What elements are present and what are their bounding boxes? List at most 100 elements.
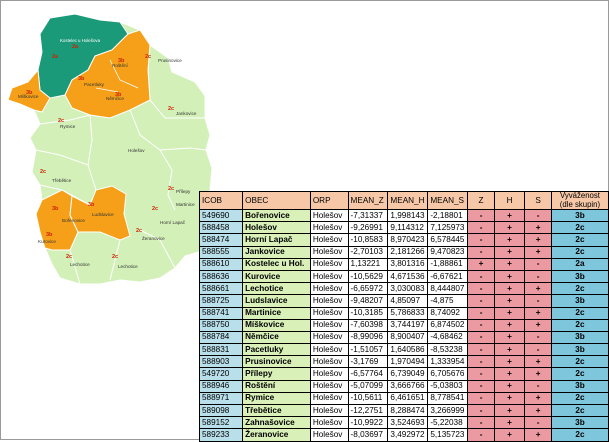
table-cell: 588971 — [198, 391, 244, 406]
table-cell: + — [493, 416, 526, 430]
table-cell: 588750 — [198, 318, 244, 332]
table-cell: 589152 — [198, 416, 244, 430]
table-cell: 2c — [550, 428, 609, 442]
table-cell: + — [524, 318, 552, 332]
table-cell: + — [493, 269, 526, 284]
table-cell: 1,13221 — [347, 257, 389, 271]
map-code: 2c — [58, 118, 64, 124]
table-cell: - — [467, 428, 495, 442]
table-cell: Kurovice — [242, 269, 311, 284]
table-cell: 2a — [550, 257, 609, 271]
map-code: 3b — [52, 206, 59, 212]
table-cell: - — [524, 416, 552, 430]
table-cell: + — [524, 306, 552, 320]
table-cell: 2c — [550, 355, 609, 369]
table-cell: -10,5629 — [347, 269, 389, 284]
table-cell: 2c — [550, 282, 609, 296]
table-cell: -5,22038 — [427, 416, 469, 430]
table-row: 588946 Roštění Holešov -5,07099 3,666766 -5,0… — [198, 379, 609, 393]
table-row: 588474 Horní Lapač Holešov -10,8583 8,970423… — [198, 233, 609, 247]
table-cell: - — [467, 330, 495, 345]
table-cell: Jankovice — [242, 245, 311, 259]
map-label: Ludslavice — [92, 212, 114, 217]
table-cell: -7,31337 — [347, 208, 389, 223]
table-cell: 588610 — [198, 257, 244, 271]
table-cell: Žeranovice — [242, 428, 311, 442]
table-cell: -3,1769 — [347, 355, 389, 369]
table-cell: 588555 — [198, 245, 244, 259]
table-cell: 3b — [550, 379, 609, 393]
table-cell: -2,18801 — [427, 208, 469, 223]
table-cell: Holešov — [309, 391, 349, 406]
column-header: Vyváženost (dle skupin) — [550, 191, 609, 210]
table-cell: - — [524, 379, 552, 393]
table-cell: 5,786833 — [387, 306, 429, 320]
table-cell: + — [493, 282, 526, 296]
table-cell: + — [524, 221, 552, 235]
map-label: Martinice — [176, 202, 195, 207]
table-cell: -10,9922 — [347, 416, 389, 430]
table-cell: + — [493, 294, 526, 308]
table-cell: 2c — [550, 306, 609, 320]
table-cell: 589233 — [198, 428, 244, 442]
table-cell: -10,8583 — [347, 233, 389, 247]
table-cell: -5,07099 — [347, 379, 389, 393]
map-code: 2c — [136, 228, 142, 234]
table-cell: -10,3185 — [347, 306, 389, 320]
table-cell: Holešov — [309, 403, 349, 418]
table-cell: 3b — [550, 269, 609, 284]
table-cell: 588741 — [198, 306, 244, 320]
table-cell: Holešov — [309, 379, 349, 393]
table-cell: + — [493, 367, 526, 381]
table-cell: - — [467, 245, 495, 259]
table-cell: - — [524, 343, 552, 357]
table-row: 588741 Martinice Holešov -10,3185 5,786833 8,… — [198, 306, 609, 320]
table-cell: 1,640586 — [387, 343, 429, 357]
table-cell: + — [493, 403, 526, 418]
table-row: 588458 Holešov Holešov -9,26991 9,114312 7,12… — [198, 221, 609, 235]
table-cell: - — [467, 221, 495, 235]
table-cell: Holešov — [309, 343, 349, 357]
table-cell: Martinice — [242, 306, 311, 320]
table-cell: -6,57764 — [347, 367, 389, 381]
table-cell: Němčice — [242, 330, 311, 345]
table-row: 588661 Lechotice Holešov -6,65972 3,030083 8,… — [198, 282, 609, 296]
table-cell: 8,288474 — [387, 403, 429, 418]
map-label: Žeranovice — [142, 234, 165, 241]
table-cell: 3,666766 — [387, 379, 429, 393]
table-cell: -1,51057 — [347, 343, 389, 357]
column-header: MEAN_Z — [347, 191, 389, 210]
table-cell: - — [467, 416, 495, 430]
table-cell: Přílepy — [242, 367, 311, 381]
map-label: Jankovice — [176, 111, 197, 116]
table-cell: -2,70103 — [347, 245, 389, 259]
map-label: Kurovice — [38, 239, 56, 244]
table-cell: 2c — [550, 318, 609, 332]
table-cell: - — [524, 269, 552, 284]
table-cell: Lechotice — [242, 282, 311, 296]
table-row: 588610 Kostelec u Hol. Holešov 1,13221 3,801… — [198, 257, 609, 271]
table-cell: Holešov — [309, 330, 349, 345]
table-cell: 3b — [550, 208, 609, 223]
table-cell: + — [467, 257, 495, 271]
table-cell: -4,875 — [427, 294, 469, 308]
table-row: 549720 Přílepy Holešov -6,57764 6,739049 6,70… — [198, 367, 609, 381]
table-cell: + — [524, 391, 552, 406]
table-row: 549690 Bořenovice Holešov -7,31337 1,998143-… — [198, 208, 609, 223]
table-cell: - — [467, 367, 495, 381]
table-cell: 3b — [550, 343, 609, 357]
table-cell: - — [467, 306, 495, 320]
table-cell: Rymice — [242, 391, 311, 406]
map-label: Prusinovice — [158, 58, 182, 63]
table-cell: Holešov — [309, 294, 349, 308]
map-label: Bořenovice — [62, 218, 85, 223]
table-cell: 1,970494 — [387, 355, 429, 369]
table-cell: -5,03803 — [427, 379, 469, 393]
table-cell: 3,266999 — [427, 403, 469, 418]
map-code: 3b — [118, 58, 125, 64]
table-cell: Ludslavice — [242, 294, 311, 308]
table-cell: 4,85097 — [387, 294, 429, 308]
table-cell: - — [524, 257, 552, 271]
map-code: 3b — [115, 92, 122, 98]
table-cell: 8,74092 — [427, 306, 469, 320]
